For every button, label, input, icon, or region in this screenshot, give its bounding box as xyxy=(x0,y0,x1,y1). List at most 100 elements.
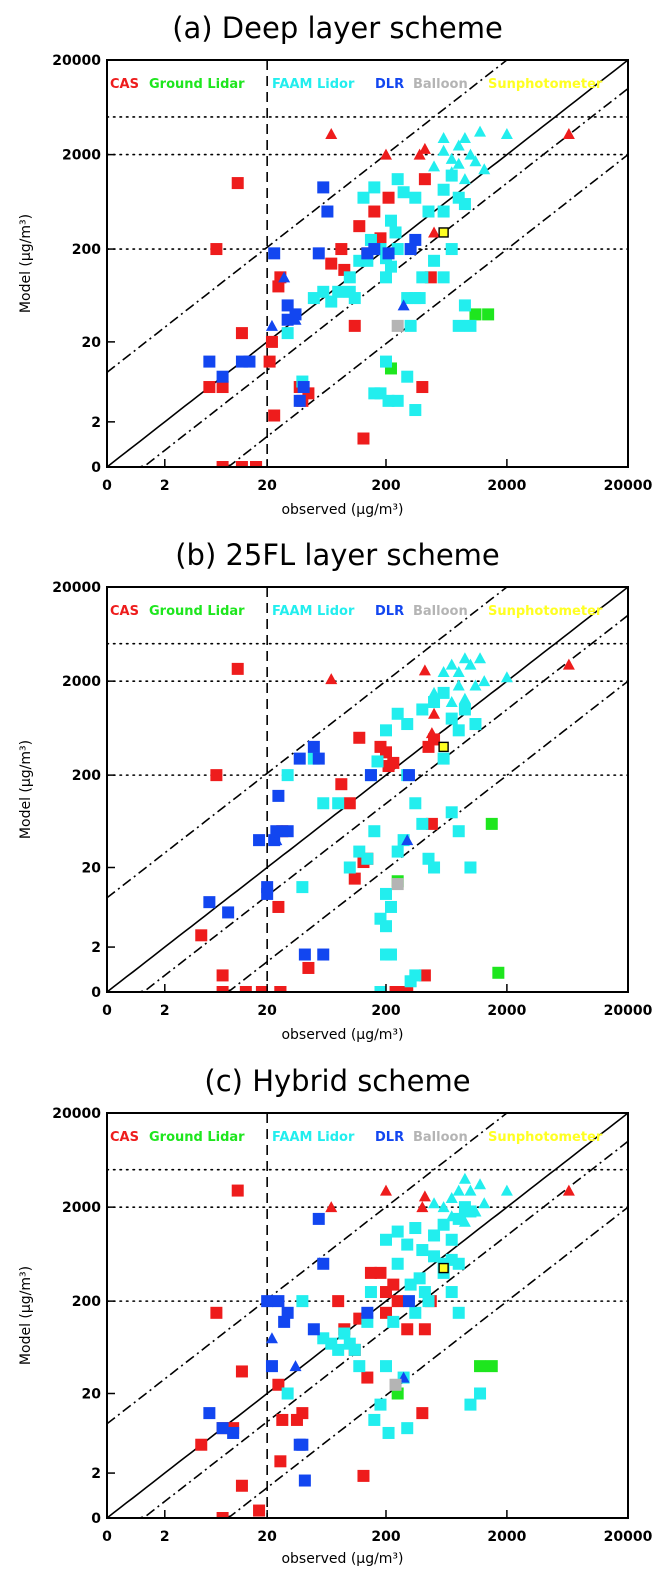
data-point xyxy=(281,825,294,837)
data-point xyxy=(428,707,441,719)
plot-frame xyxy=(106,586,629,993)
data-point xyxy=(332,1343,345,1356)
data-point xyxy=(289,313,302,325)
data-point xyxy=(458,1172,471,1184)
data-point xyxy=(203,896,216,909)
upper-factor-line xyxy=(107,60,509,374)
data-point xyxy=(387,756,400,769)
data-point xyxy=(464,861,477,874)
data-point xyxy=(357,1469,370,1482)
x-tick-label: 20000 xyxy=(604,1003,653,1019)
data-point xyxy=(274,986,287,992)
data-point xyxy=(317,797,330,810)
data-point xyxy=(325,128,338,140)
data-point xyxy=(409,969,422,982)
data-point xyxy=(348,1343,361,1356)
data-point xyxy=(216,381,229,394)
y-tick-label: 2 xyxy=(91,1466,101,1482)
data-point xyxy=(404,243,417,256)
data-point xyxy=(452,666,465,678)
data-point xyxy=(391,1225,404,1238)
legend-entry: Ground Lidar xyxy=(149,1130,245,1145)
data-point xyxy=(222,906,235,919)
data-point xyxy=(401,718,414,731)
x-tick-label: 2000 xyxy=(487,1529,526,1545)
data-point xyxy=(210,769,223,782)
data-point xyxy=(296,1295,309,1308)
y-tick-label: 20 xyxy=(82,335,102,351)
data-point xyxy=(437,752,450,765)
data-point xyxy=(368,243,381,256)
data-point xyxy=(445,152,458,164)
data-point xyxy=(255,986,268,992)
data-point xyxy=(416,1201,429,1213)
y-axis-label: Model (μg/m³) xyxy=(18,214,34,313)
data-point xyxy=(268,247,281,260)
data-point xyxy=(281,1387,294,1400)
data-point xyxy=(391,1295,404,1308)
data-point xyxy=(235,461,248,467)
data-point xyxy=(416,1407,429,1420)
x-tick-label: 2 xyxy=(160,1529,170,1545)
data-point xyxy=(231,662,244,675)
data-point xyxy=(409,1306,422,1319)
y-tick-label: 2 xyxy=(91,415,101,431)
data-point xyxy=(500,671,513,683)
data-point xyxy=(391,707,404,720)
data-point xyxy=(312,752,325,765)
data-point xyxy=(438,741,449,753)
data-point xyxy=(364,233,377,246)
data-point xyxy=(445,1233,458,1246)
legend-entry: DLR xyxy=(375,1130,404,1145)
data-point xyxy=(321,205,334,218)
data-point xyxy=(482,308,495,321)
data-point xyxy=(281,1306,294,1319)
data-point xyxy=(397,299,410,311)
data-point xyxy=(437,1201,450,1213)
data-point xyxy=(402,769,415,782)
data-point xyxy=(296,1438,309,1451)
data-point xyxy=(307,740,320,753)
data-point xyxy=(384,900,397,913)
legend-entry: CAS xyxy=(110,1130,139,1145)
data-point xyxy=(379,746,392,759)
data-point xyxy=(353,1360,366,1373)
data-point xyxy=(265,1360,278,1373)
data-point xyxy=(464,1398,477,1411)
data-point xyxy=(452,1184,465,1196)
data-point xyxy=(276,1413,289,1426)
data-point xyxy=(379,1306,392,1319)
data-point xyxy=(332,797,345,810)
data-point xyxy=(452,1306,465,1319)
data-point xyxy=(391,1257,404,1270)
data-point xyxy=(452,724,465,737)
y-tick-label: 20000 xyxy=(52,580,101,596)
data-point xyxy=(348,319,361,332)
data-point xyxy=(216,969,229,982)
factor-two-line xyxy=(107,614,628,992)
data-point xyxy=(307,292,320,305)
data-point xyxy=(387,1315,400,1328)
data-point xyxy=(437,666,450,678)
data-point xyxy=(368,825,381,838)
plot-area xyxy=(107,1113,628,1518)
data-point xyxy=(265,335,278,348)
panel-title: (c) Hybrid scheme xyxy=(204,1064,470,1098)
data-point xyxy=(404,1278,417,1291)
data-point xyxy=(368,1413,381,1426)
legend-entry: Balloon xyxy=(413,1130,468,1145)
data-point xyxy=(458,692,471,704)
data-point xyxy=(302,961,315,974)
x-axis-label: observed (μg/m³) xyxy=(281,502,403,518)
factor-two-line xyxy=(107,1140,628,1518)
data-point xyxy=(332,1295,345,1308)
data-point xyxy=(445,1210,458,1222)
data-point xyxy=(343,861,356,874)
y-axis-label: Model (μg/m³) xyxy=(18,740,34,839)
lower-factor-line xyxy=(107,680,628,992)
data-point xyxy=(289,1360,302,1372)
data-point xyxy=(268,409,281,422)
upper-factor-line xyxy=(107,1113,509,1425)
data-point xyxy=(469,1205,482,1217)
data-point xyxy=(391,319,404,332)
